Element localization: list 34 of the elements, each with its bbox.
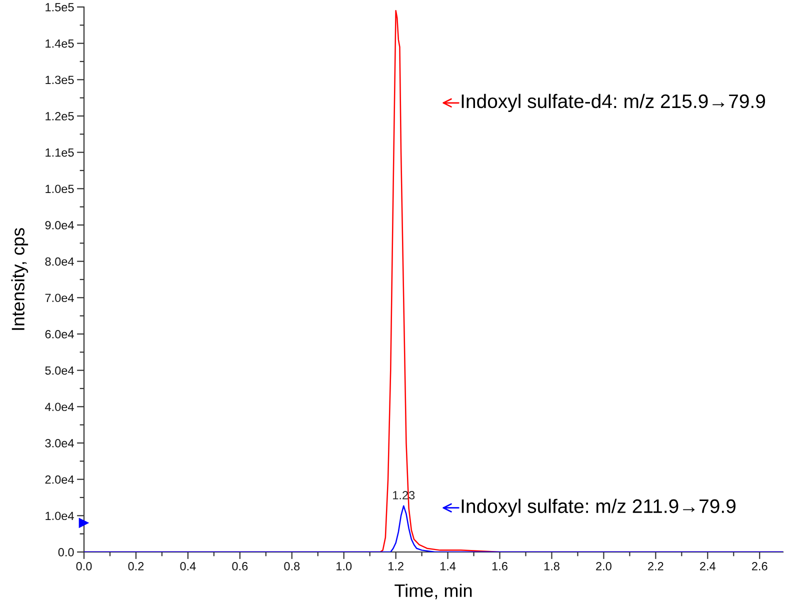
x-tick-label: 2.4 bbox=[700, 562, 716, 570]
y-tick-label: 8.0e4 bbox=[45, 257, 74, 266]
y-tick-label: 6.0e4 bbox=[45, 330, 74, 338]
y-tick-label: 1.1e5 bbox=[46, 148, 74, 157]
y-tick-label: 1.3e5 bbox=[46, 76, 74, 84]
y-tick-label: 1.0e4 bbox=[46, 512, 74, 520]
x-tick-label: 1.2 bbox=[388, 562, 404, 570]
y-tick-label: 4.0e4 bbox=[45, 402, 74, 412]
y-tick-label: 0.0 bbox=[58, 548, 74, 556]
y-tick-label: 2.0e4 bbox=[45, 475, 74, 484]
x-tick-label: 0.2 bbox=[128, 562, 144, 570]
x-tick-label: 0.0 bbox=[76, 562, 92, 570]
x-tick-label: 2.6 bbox=[752, 562, 768, 570]
y-tick-label: 9.0e4 bbox=[45, 221, 74, 230]
x-tick-label: 1.4 bbox=[440, 562, 456, 570]
legend-label: Indoxyl sulfate: m/z 211.9→79.9 bbox=[462, 498, 736, 517]
x-axis-title: Time, min bbox=[394, 584, 472, 600]
y-tick-label: 7.0e4 bbox=[45, 294, 74, 302]
x-tick-label: 0.4 bbox=[180, 562, 196, 570]
x-tick-label: 1.8 bbox=[544, 562, 560, 570]
y-tick-label: 3.0e4 bbox=[45, 439, 74, 448]
y-tick-label: 1.4e5 bbox=[46, 39, 74, 48]
x-tick-label: 0.6 bbox=[232, 562, 248, 570]
x-tick-label: 1.0 bbox=[336, 562, 352, 570]
x-tick-label: 0.8 bbox=[284, 562, 300, 570]
y-axis-title: Intensity, cps bbox=[11, 228, 28, 330]
y-tick-label: 1.5e5 bbox=[46, 3, 74, 12]
x-tick-label: 2.2 bbox=[648, 562, 664, 570]
y-tick-label: 1.0e5 bbox=[46, 184, 74, 194]
y-tick-label: 5.0e4 bbox=[45, 366, 74, 375]
x-tick-label: 1.6 bbox=[492, 562, 508, 570]
legend-label: Indoxyl sulfate-d4: m/z 215.9→79.9 bbox=[462, 94, 766, 112]
x-tick-label: 2.0 bbox=[596, 562, 612, 570]
y-tick-label: 1.2e5 bbox=[46, 112, 74, 120]
